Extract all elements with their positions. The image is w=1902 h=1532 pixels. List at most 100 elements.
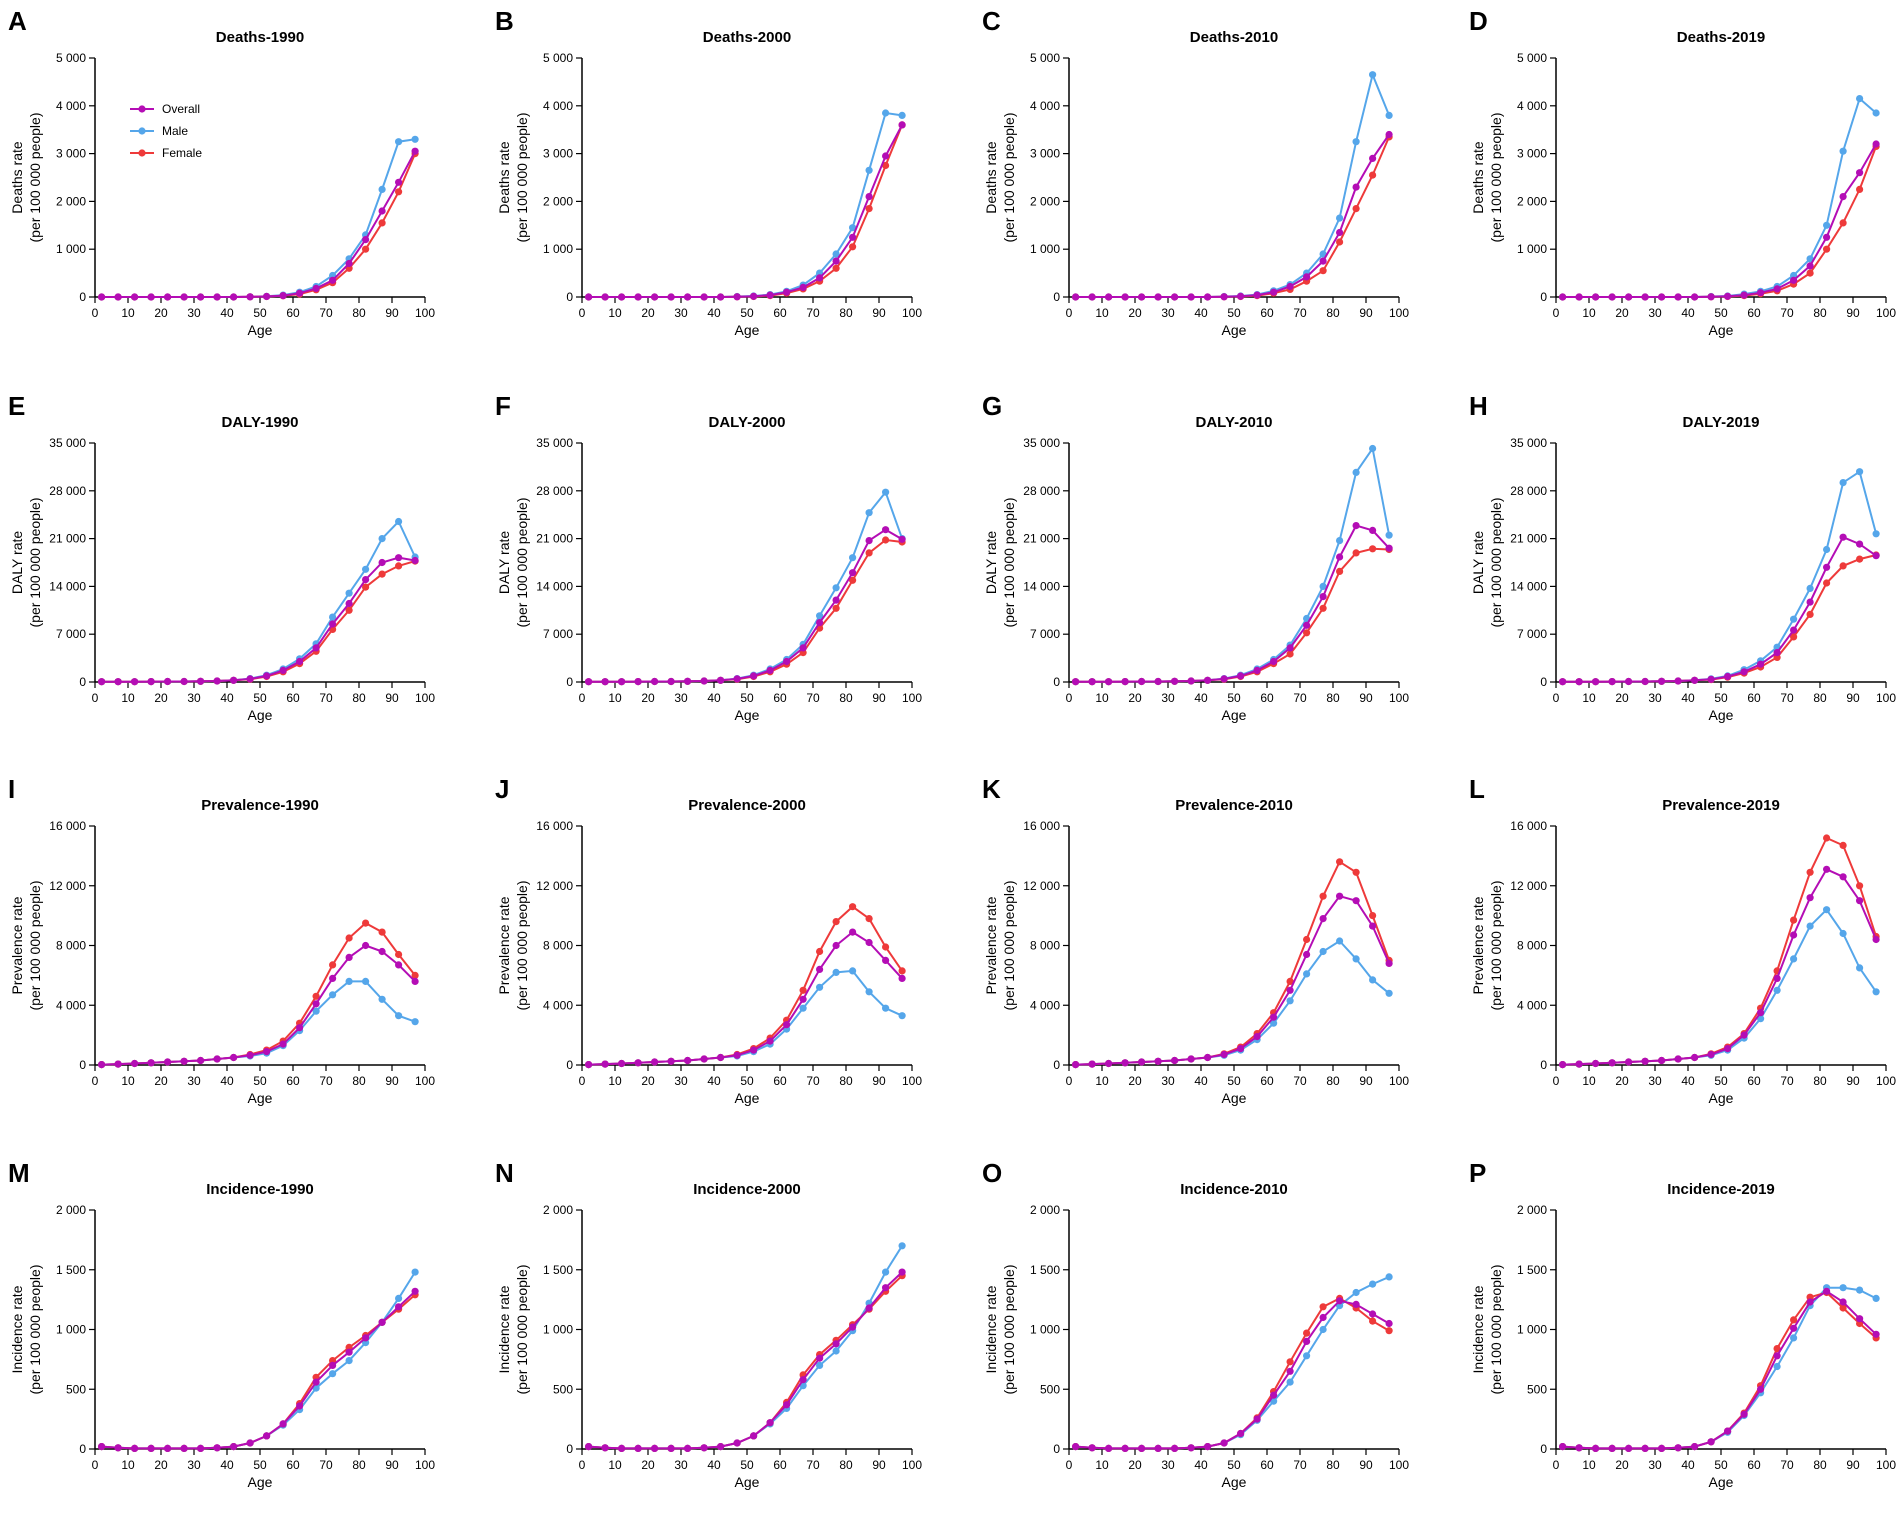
data-point-male (1319, 947, 1327, 956)
y-tick-label: 2 000 (1030, 1203, 1060, 1217)
x-tick-label: 50 (253, 1074, 267, 1088)
y-tick-label: 0 (566, 1442, 573, 1456)
y-tick-label: 0 (1053, 675, 1060, 689)
y-tick-label: 0 (1540, 290, 1547, 304)
data-point-male (882, 1268, 890, 1276)
data-point-overall (1625, 677, 1633, 686)
x-tick-label: 0 (92, 691, 99, 705)
data-point-overall (1121, 293, 1129, 301)
x-tick-label: 70 (319, 1074, 333, 1088)
data-point-overall (1237, 292, 1245, 300)
series-line-male (1075, 939, 1390, 1066)
data-point-male (1385, 989, 1393, 997)
data-point-overall (1270, 1013, 1278, 1021)
data-point-overall (131, 1444, 139, 1452)
data-point-female (312, 992, 320, 1000)
x-tick-label: 40 (707, 1458, 721, 1472)
y-axis-label-unit: (per 100 000 people) (1488, 881, 1504, 1011)
data-point-overall (634, 1059, 642, 1067)
y-tick-label: 14 000 (1510, 579, 1547, 593)
data-point-overall (1740, 291, 1748, 299)
data-point-overall (1352, 1300, 1360, 1308)
data-point-female (1303, 629, 1311, 637)
x-tick-label: 90 (385, 691, 399, 705)
x-tick-label: 10 (121, 1074, 135, 1088)
x-tick-label: 100 (1876, 691, 1896, 705)
data-point-female (1352, 868, 1360, 876)
x-tick-label: 60 (286, 691, 300, 705)
data-point-overall (1303, 1337, 1311, 1345)
x-tick-label: 50 (1714, 306, 1728, 320)
x-tick-label: 0 (1066, 1458, 1073, 1472)
data-point-overall (147, 293, 155, 301)
data-point-female (362, 583, 370, 591)
data-point-female (345, 606, 353, 614)
data-point-overall (1171, 1056, 1179, 1065)
data-point-overall (1872, 935, 1880, 944)
x-tick-label: 30 (1648, 1074, 1662, 1088)
x-tick-label: 100 (1389, 1458, 1409, 1472)
panel-letter: D (1469, 6, 1488, 36)
y-tick-label: 500 (66, 1382, 86, 1396)
data-point-male (865, 988, 873, 996)
data-point-female (1369, 912, 1377, 920)
data-point-overall (1220, 1050, 1228, 1059)
data-point-male (898, 1012, 906, 1020)
data-point-female (1286, 650, 1294, 658)
x-tick-label: 70 (1780, 1458, 1794, 1472)
y-tick-label: 5 000 (1030, 51, 1060, 65)
data-point-overall (1823, 233, 1831, 241)
x-tick-label: 90 (1359, 1458, 1373, 1472)
data-point-overall (783, 288, 791, 296)
legend-marker-male (138, 127, 146, 135)
y-axis-label: DALY rate (983, 531, 999, 595)
data-point-male (1872, 109, 1880, 117)
data-point-overall (1121, 1444, 1129, 1452)
data-point-male (1872, 1294, 1880, 1302)
data-point-overall (1559, 1443, 1567, 1451)
y-tick-label: 12 000 (49, 879, 86, 893)
x-tick-label: 60 (1747, 306, 1761, 320)
series-line-overall (101, 944, 416, 1066)
y-tick-label: 1 000 (56, 242, 86, 256)
data-point-male (329, 991, 337, 999)
data-point-overall (1385, 1319, 1393, 1328)
series-line-overall (1562, 535, 1877, 683)
x-tick-label: 40 (1681, 691, 1695, 705)
x-tick-label: 70 (1293, 306, 1307, 320)
chart-title: Incidence-2019 (1667, 1181, 1775, 1198)
data-point-female (1352, 205, 1360, 213)
data-point-female (816, 947, 824, 956)
data-point-female (1839, 219, 1847, 227)
data-point-overall (1691, 676, 1699, 684)
data-point-overall (197, 293, 205, 301)
y-axis-label: Deaths rate (1470, 141, 1486, 214)
data-point-overall (816, 619, 824, 627)
chart-panel-j: J Prevalence-2000 0 10 20 30 40 50 60 70 80 90 100 0 4… (487, 768, 974, 1148)
data-point-overall (1575, 678, 1583, 686)
x-tick-label: 20 (1615, 1074, 1629, 1088)
data-point-male (1385, 111, 1393, 119)
x-axis-label: Age (1709, 1090, 1734, 1106)
data-point-overall (1806, 1298, 1814, 1306)
data-point-overall (1154, 1057, 1162, 1065)
data-point-overall (279, 1040, 287, 1048)
panel-letter: M (8, 1158, 30, 1188)
x-tick-label: 90 (1846, 691, 1860, 705)
data-point-overall (1823, 563, 1831, 571)
data-point-male (1806, 255, 1814, 263)
data-point-male (832, 1347, 840, 1355)
data-point-male (1839, 147, 1847, 155)
panel-letter: N (495, 1158, 514, 1188)
data-point-overall (1674, 1055, 1682, 1063)
data-point-female (378, 928, 386, 936)
series-line-overall (101, 1290, 416, 1450)
y-tick-label: 12 000 (1510, 879, 1547, 893)
x-tick-label: 30 (1161, 691, 1175, 705)
data-point-overall (1856, 897, 1864, 905)
x-tick-label: 0 (92, 1074, 99, 1088)
data-point-male (1369, 71, 1377, 79)
data-point-overall (197, 677, 205, 685)
x-tick-label: 100 (902, 306, 922, 320)
x-tick-label: 0 (1066, 306, 1073, 320)
